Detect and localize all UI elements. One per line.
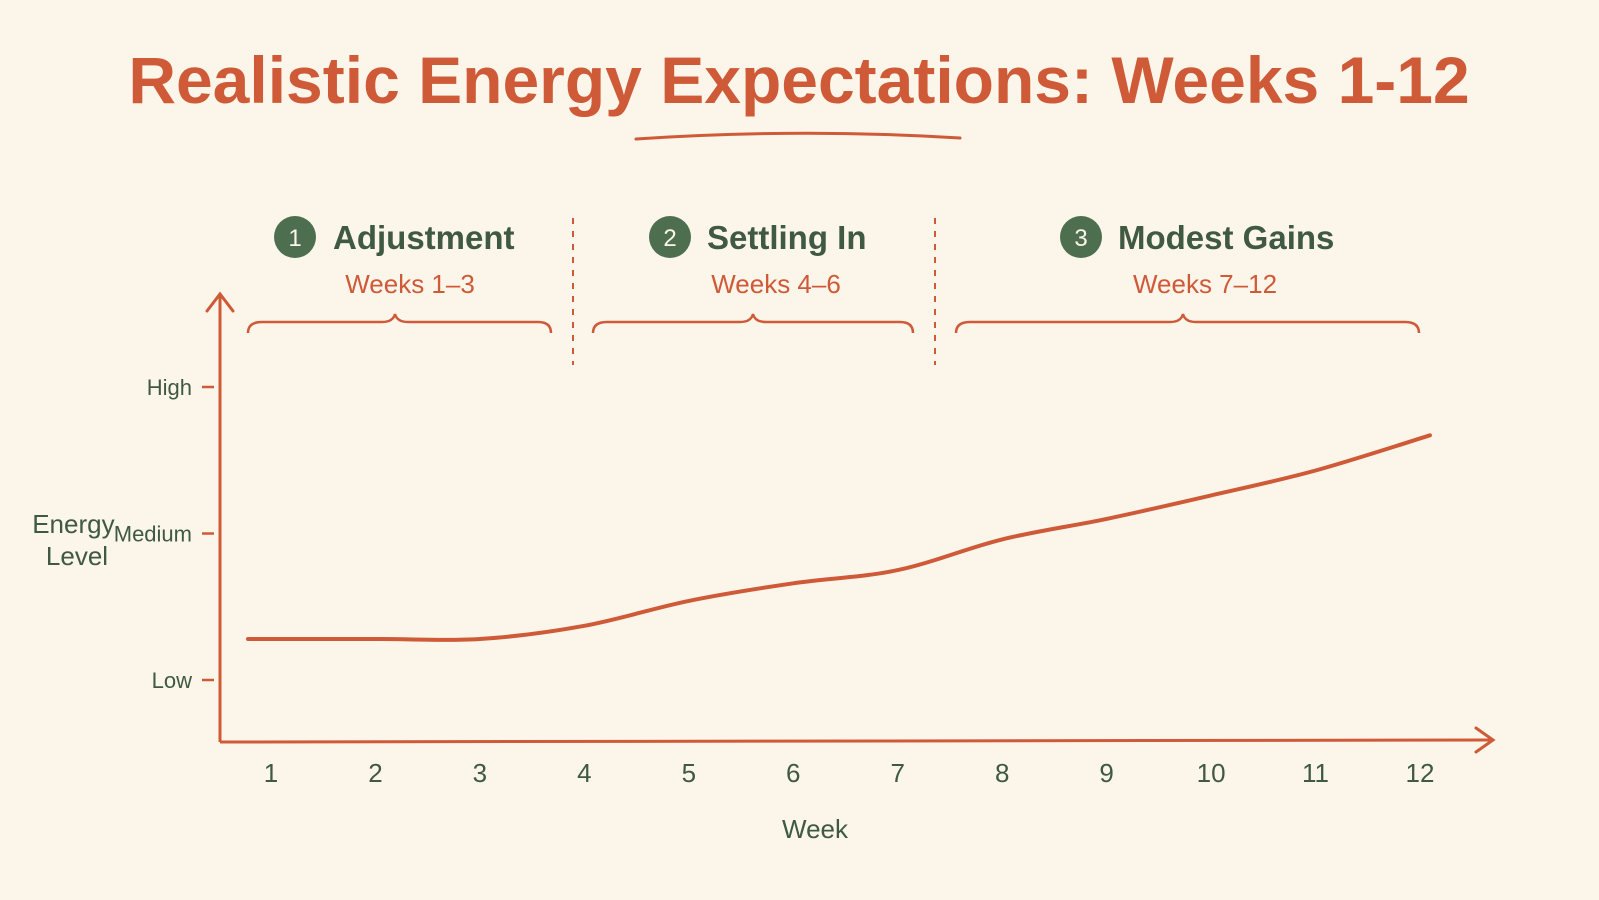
phase-brace-1 bbox=[246, 313, 553, 334]
phase-brace-3 bbox=[954, 313, 1421, 334]
phase-header-2: 2 Settling In Weeks 4–6 bbox=[649, 216, 867, 299]
phase-name: Settling In bbox=[707, 219, 867, 256]
y-axis-label: Energy Level bbox=[32, 509, 122, 571]
x-tick-label: 12 bbox=[1406, 758, 1435, 788]
phase-number-badge bbox=[1060, 216, 1102, 258]
x-tick-label: 9 bbox=[1099, 758, 1113, 788]
data-point bbox=[1430, 435, 1431, 436]
x-tick-label: 5 bbox=[682, 758, 696, 788]
phase-name: Adjustment bbox=[333, 219, 515, 256]
phase-number: 3 bbox=[1074, 225, 1087, 252]
data-point bbox=[897, 570, 898, 571]
phase-number-badge bbox=[274, 216, 316, 258]
data-point bbox=[1002, 539, 1003, 540]
phase-header-3: 3 Modest Gains Weeks 7–12 bbox=[1060, 216, 1334, 299]
data-point bbox=[793, 583, 794, 584]
x-tick-label: 11 bbox=[1302, 758, 1329, 788]
phase-number: 1 bbox=[288, 225, 301, 252]
phase-weeks: Weeks 1–3 bbox=[345, 269, 475, 299]
data-point bbox=[584, 625, 585, 626]
phase-name: Modest Gains bbox=[1118, 219, 1334, 256]
y-tick-label: Medium bbox=[114, 522, 192, 547]
x-tick-label: 2 bbox=[368, 758, 382, 788]
data-point bbox=[375, 638, 376, 639]
data-point bbox=[479, 638, 480, 639]
x-ticks: 1 2 3 4 5 6 7 8 9 10 11 12 bbox=[264, 758, 1435, 788]
phase-header-1: 1 Adjustment Weeks 1–3 bbox=[274, 216, 515, 299]
x-tick-label: 1 bbox=[264, 758, 278, 788]
x-tick-label: 8 bbox=[995, 758, 1009, 788]
phase-number-badge bbox=[649, 216, 691, 258]
phase-number: 2 bbox=[663, 225, 676, 252]
title-underline bbox=[634, 131, 962, 141]
x-axis-label: Week bbox=[782, 814, 849, 844]
series-group bbox=[246, 433, 1432, 642]
data-point bbox=[1106, 518, 1107, 519]
y-tick-label: High bbox=[147, 375, 192, 400]
data-point bbox=[1211, 495, 1212, 496]
x-tick-label: 10 bbox=[1197, 758, 1226, 788]
x-tick-label: 7 bbox=[890, 758, 904, 788]
phase-weeks: Weeks 4–6 bbox=[711, 269, 841, 299]
y-tick-label: Low bbox=[152, 668, 192, 693]
x-tick-label: 4 bbox=[577, 758, 591, 788]
data-point bbox=[1315, 470, 1316, 471]
chart-title: Realistic Energy Expectations: Weeks 1-1… bbox=[128, 43, 1469, 117]
energy-series-line bbox=[246, 433, 1432, 642]
data-point bbox=[688, 600, 689, 601]
phase-weeks: Weeks 7–12 bbox=[1133, 269, 1277, 299]
y-ticks: Low Medium High bbox=[114, 375, 214, 693]
data-point bbox=[248, 638, 249, 639]
y-axis-arrow bbox=[205, 291, 235, 313]
x-tick-label: 6 bbox=[786, 758, 800, 788]
x-axis-arrow bbox=[1474, 726, 1496, 754]
x-tick-label: 3 bbox=[473, 758, 487, 788]
phase-brace-2 bbox=[591, 313, 915, 334]
x-axis bbox=[219, 738, 1491, 744]
